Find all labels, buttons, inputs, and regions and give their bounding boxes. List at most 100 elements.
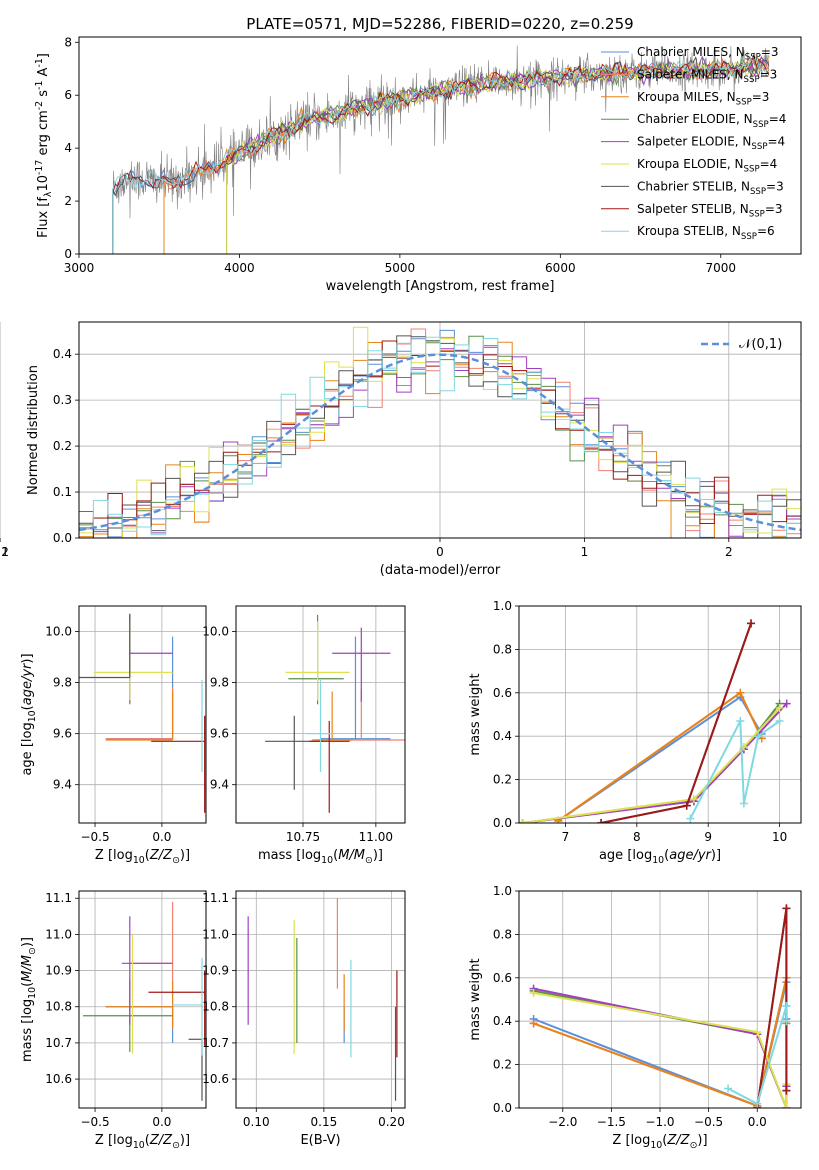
y-tick-label: 9.6 bbox=[53, 727, 72, 741]
spectrum-panel: 3000 4000 5000 6000 7000 0 2 4 6 8 wavelength [Ang… bbox=[34, 15, 802, 294]
y-tick-label: 0.4 bbox=[493, 1014, 512, 1028]
x-axis-label: wavelength [Angstrom, rest frame] bbox=[326, 279, 555, 294]
axes-frame bbox=[78, 890, 207, 1109]
mass-weight-marker bbox=[782, 699, 791, 708]
y-axis-label: Flux [fλ10-17 erg cm-2 s-1 A-1] bbox=[34, 53, 54, 238]
y-tick-label: 10.6 bbox=[202, 1072, 229, 1086]
x-tick-label: 0.20 bbox=[378, 1115, 405, 1129]
model-spectrum-line bbox=[112, 55, 770, 254]
spectrum-plot-area bbox=[112, 45, 770, 254]
normal-reference-curve bbox=[79, 353, 801, 532]
mass-weight-line bbox=[600, 623, 752, 823]
mass-weight-marker bbox=[519, 819, 527, 823]
mass-weight-marker bbox=[739, 799, 748, 808]
x-tick-label: −0.5 bbox=[80, 1115, 109, 1129]
x-tick-label: 2 bbox=[725, 545, 733, 559]
mass-weight-marker bbox=[753, 1028, 762, 1037]
mass-weight-line bbox=[522, 702, 788, 823]
y-tick-label: 10.8 bbox=[45, 1000, 72, 1014]
mass-weight-marker bbox=[782, 1017, 791, 1026]
legend-entry: Chabrier ELODIE, NSSP=4 bbox=[637, 112, 786, 130]
y-axis-label: mass weight bbox=[468, 958, 483, 1040]
x-axis-label: mass [log10(M/M⊙)] bbox=[258, 848, 383, 866]
mass-weight-line bbox=[557, 691, 763, 822]
x-axis-label: Z [log10(Z/Z⊙)] bbox=[612, 1133, 707, 1151]
axes-frame bbox=[78, 605, 207, 824]
mass-weight-marker bbox=[775, 703, 784, 712]
mass_vs_Z-panel: −0.5 0.0 10.6 10.7 10.8 10.9 11.0 11.1 Z [log10(… bbox=[20, 890, 207, 1151]
mass_vs_EBV-plot-area bbox=[247, 898, 398, 1101]
age_vs_mass-plot-area bbox=[265, 614, 405, 813]
mass_vs_EBV-panel: 0.10 0.15 0.20 10.6 10.7 10.8 10.9 11.0 11.1 E(B-… bbox=[202, 890, 406, 1148]
mass-weight-marker bbox=[682, 801, 691, 810]
mass-weight-marker bbox=[782, 1104, 791, 1108]
y-tick-label: 10.8 bbox=[202, 1000, 229, 1014]
y-tick-label: 0.1 bbox=[53, 485, 72, 499]
y-tick-label: 10.0 bbox=[45, 625, 72, 639]
y-tick-label: 10.0 bbox=[202, 625, 229, 639]
x-tick-label: 0.15 bbox=[311, 1115, 338, 1129]
y-tick-label: 0.0 bbox=[493, 816, 512, 830]
axes-frame bbox=[78, 36, 802, 255]
mass-weight-line bbox=[533, 992, 788, 1108]
mass-weight-line bbox=[756, 907, 788, 1108]
x-tick-label: 9 bbox=[704, 830, 712, 844]
legend-entry: Kroupa MILES, NSSP=3 bbox=[637, 90, 769, 108]
y-tick-label: 10.9 bbox=[202, 964, 229, 978]
y-tick-label: 11.1 bbox=[45, 891, 72, 905]
y-tick-label: 1.0 bbox=[493, 599, 512, 613]
y-tick-label: 9.8 bbox=[210, 676, 229, 690]
mass-weight-line bbox=[600, 623, 752, 823]
mass-weight-marker bbox=[747, 619, 756, 628]
x-tick-label: −1.5 bbox=[597, 1115, 626, 1129]
y-tick-label: 0.6 bbox=[493, 971, 512, 985]
mass-weight-marker bbox=[775, 717, 784, 726]
x-tick-label: 5000 bbox=[385, 261, 416, 275]
x-tick-label: −0.5 bbox=[80, 830, 109, 844]
axes-frame bbox=[78, 321, 802, 539]
mass-weight-marker bbox=[782, 1086, 791, 1095]
mass-weight-marker bbox=[736, 717, 745, 726]
legend-entry: Kroupa ELODIE, NSSP=4 bbox=[637, 157, 777, 175]
mass-weight-line bbox=[522, 707, 781, 823]
axes-frame bbox=[518, 890, 802, 1109]
mass_weight_vs_age-panel: 7 8 9 10 0.0 0.2 0.4 0.6 0.8 1.0 age [log10(age/yr… bbox=[468, 599, 802, 866]
x-tick-label: 0.0 bbox=[152, 1115, 171, 1129]
y-tick-label: 0.4 bbox=[493, 729, 512, 743]
age_vs_mass-panel: 10.75 11.00 9.4 9.6 9.8 10.0 mass [log10(M/M⊙)… bbox=[202, 605, 406, 866]
x-tick-label: −2 bbox=[0, 545, 9, 559]
axes-frame bbox=[235, 890, 406, 1109]
mass-weight-marker bbox=[529, 988, 538, 997]
y-tick-label: 0.0 bbox=[53, 531, 72, 545]
y-tick-label: 0.0 bbox=[493, 1101, 512, 1115]
legend-entry: Salpeter ELODIE, NSSP=4 bbox=[637, 135, 785, 153]
x-tick-label: 10.75 bbox=[286, 830, 320, 844]
axes-frame bbox=[518, 605, 802, 824]
mass-weight-marker bbox=[597, 819, 606, 823]
y-axis-label: Normed distribution bbox=[26, 365, 41, 495]
mass_vs_Z-plot-area bbox=[83, 901, 206, 1101]
y-tick-label: 10.6 bbox=[45, 1072, 72, 1086]
chart-title: PLATE=0571, MJD=52286, FIBERID=0220, z=0… bbox=[246, 15, 633, 33]
y-tick-label: 10.7 bbox=[45, 1036, 72, 1050]
mass_weight_vs_Z-panel: −2.0 −1.5 −1.0 −0.5 0.0 0.0 0.2 0.4 0.6 0.8 1.0 Z [… bbox=[468, 884, 802, 1151]
x-tick-label: 6000 bbox=[545, 261, 576, 275]
y-tick-label: 11.1 bbox=[202, 891, 229, 905]
x-tick-label: 4000 bbox=[224, 261, 255, 275]
mass-weight-line bbox=[557, 691, 763, 822]
x-axis-label: age [log10(age/yr)] bbox=[599, 848, 721, 866]
y-tick-label: 9.8 bbox=[53, 676, 72, 690]
y-tick-label: 10.7 bbox=[202, 1036, 229, 1050]
mass-weight-marker bbox=[689, 795, 698, 804]
x-tick-label: 0.0 bbox=[152, 830, 171, 844]
residual-histogram-step bbox=[79, 329, 801, 538]
legend-entry: Salpeter STELIB, NSSP=3 bbox=[637, 202, 783, 220]
mass-weight-marker bbox=[529, 1019, 538, 1028]
mass-weight-marker bbox=[686, 814, 695, 823]
y-axis-label: mass [log10(M/M⊙)] bbox=[20, 937, 38, 1062]
y-axis-label: mass weight bbox=[468, 673, 483, 755]
x-tick-label: 0.0 bbox=[748, 1115, 767, 1129]
mass_weight_vs_age-plot-area bbox=[519, 619, 791, 823]
y-tick-label: 8 bbox=[64, 35, 72, 49]
